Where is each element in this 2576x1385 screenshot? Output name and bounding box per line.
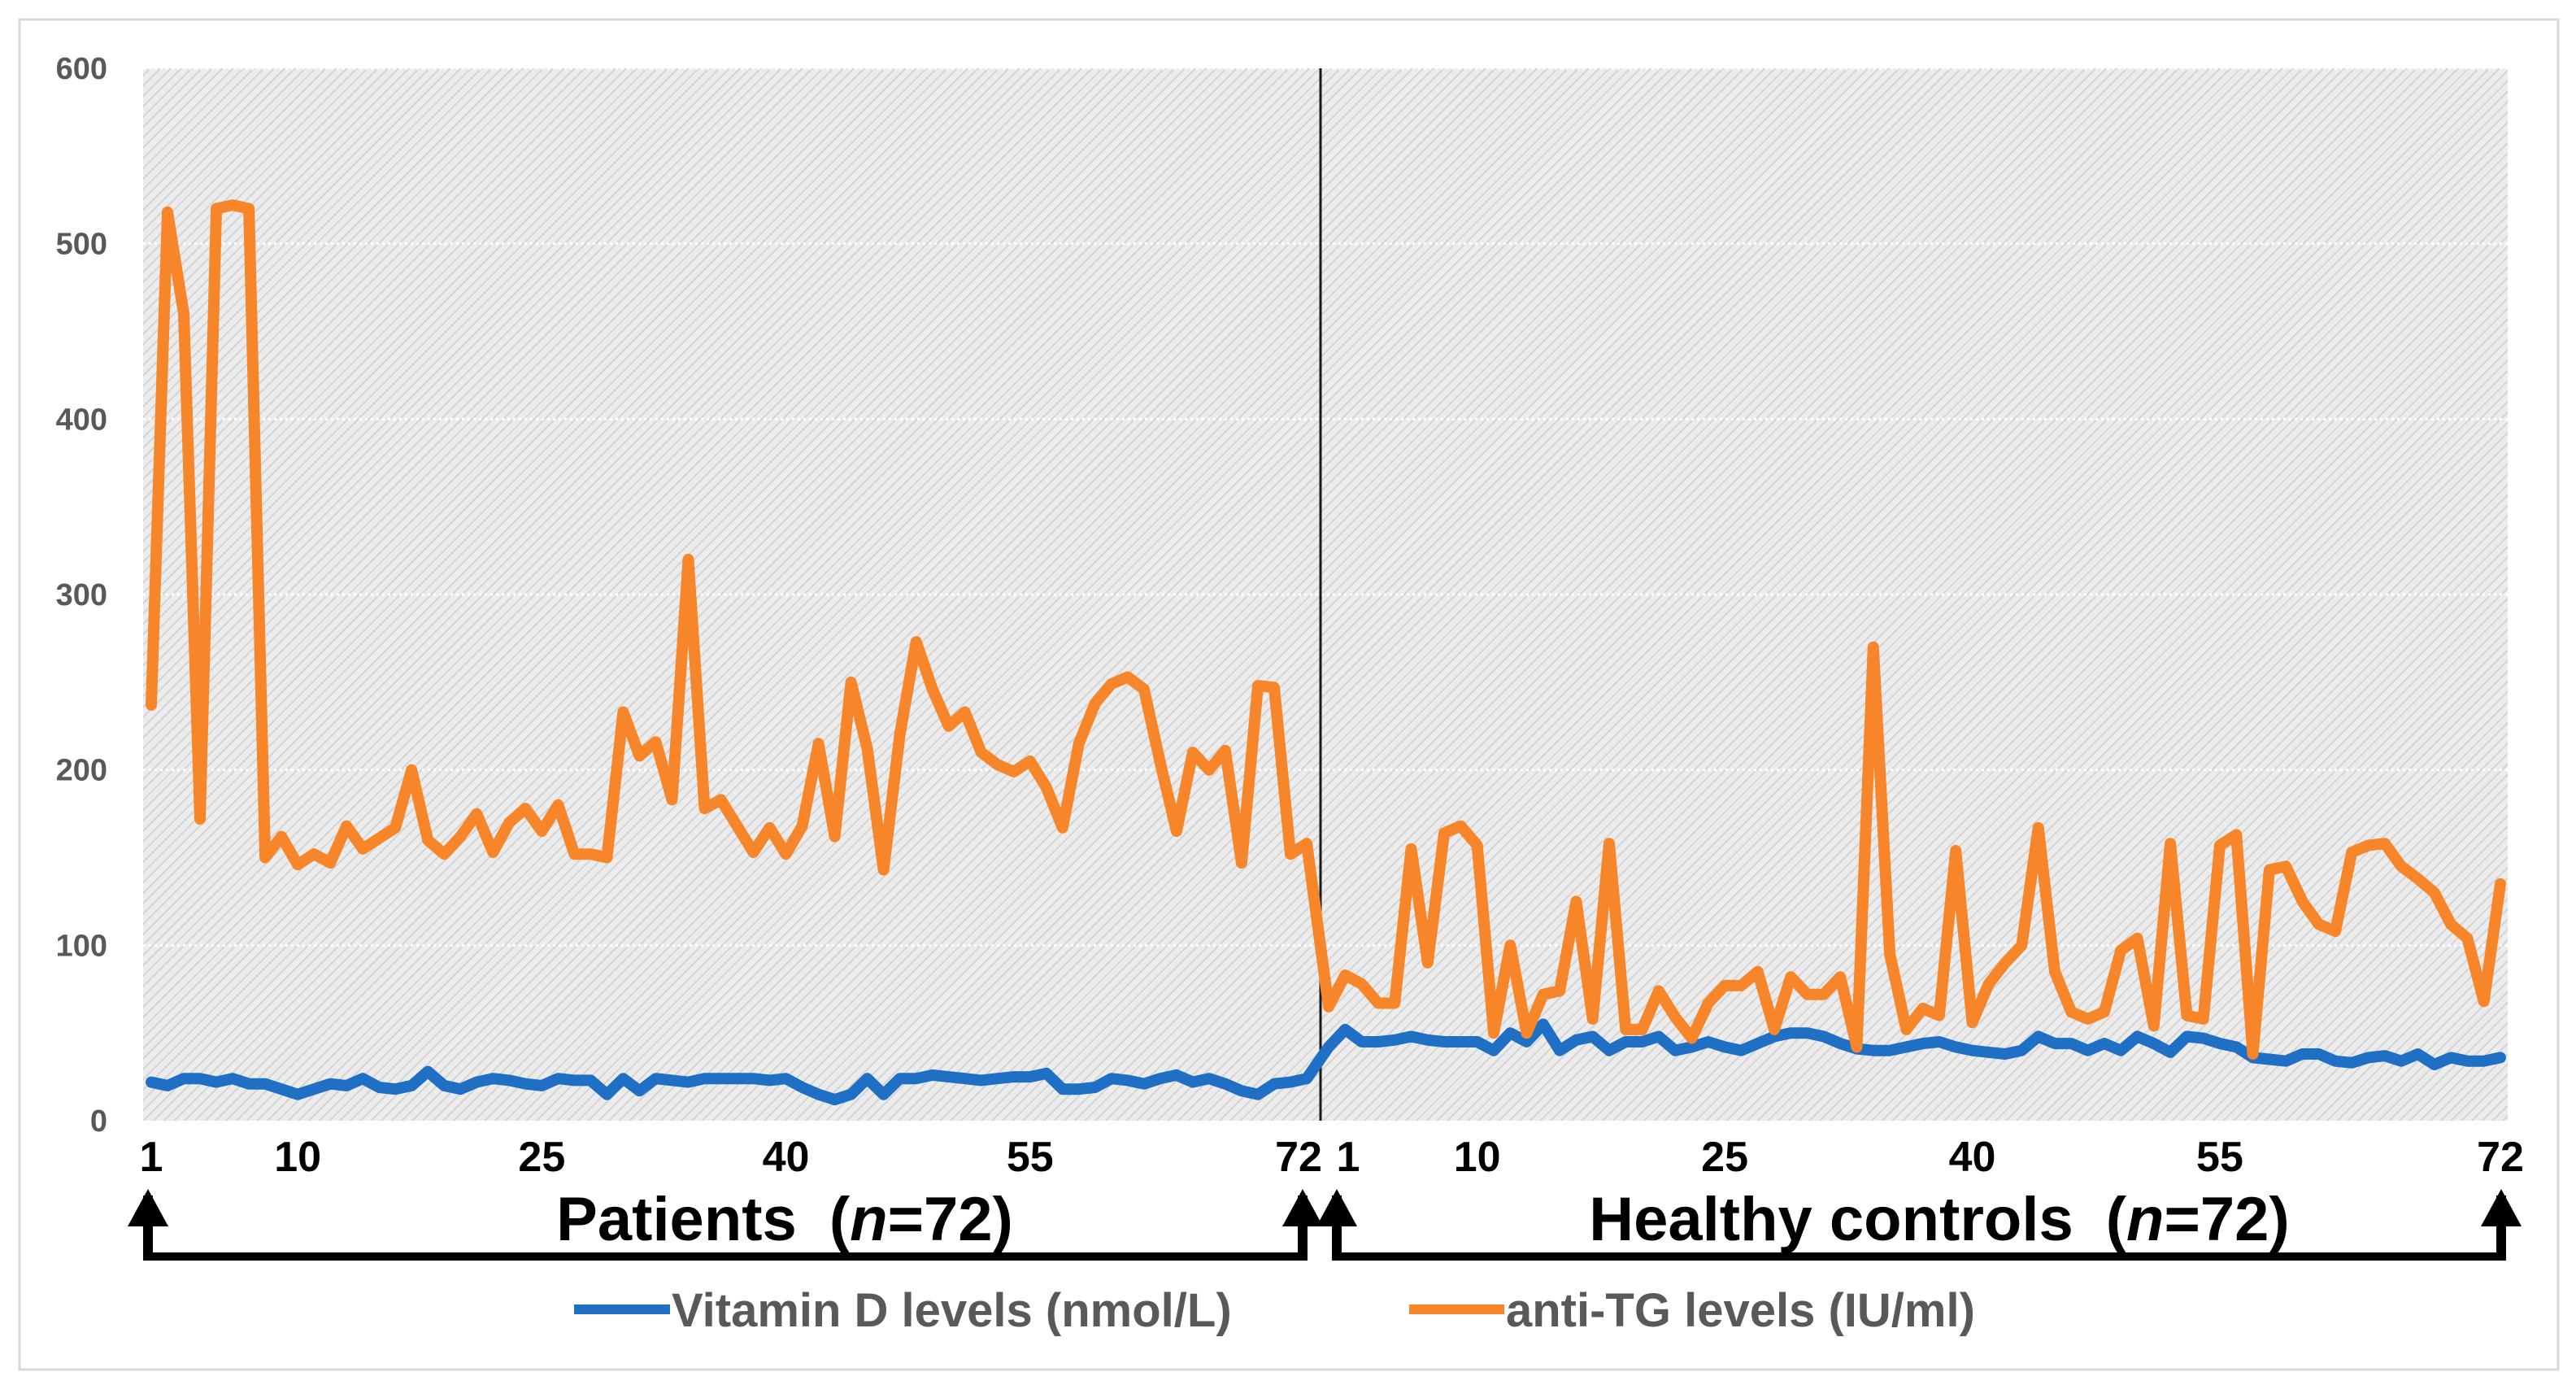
series-line-vitamin-d: [146, 1018, 2506, 1106]
x-tick-label-patients-25: 25: [518, 1134, 565, 1181]
patients-bracket: [128, 1189, 1323, 1261]
controls-bracket: [1316, 1189, 2522, 1261]
patients-label: Patients (n=72): [556, 1185, 1013, 1254]
x-tick-label-controls-55: 55: [2196, 1134, 2243, 1181]
legend-label-vitamin-d: Vitamin D levels (nmol/L): [672, 1284, 1232, 1337]
y-tick-label-400: 400: [56, 403, 107, 437]
x-tick-label-patients-10: 10: [274, 1134, 321, 1181]
y-tick-label-500: 500: [56, 228, 107, 262]
series-lines: [146, 199, 2506, 1106]
y-tick-label-600: 600: [56, 52, 107, 86]
y-tick-label-0: 0: [90, 1104, 107, 1139]
y-tick-label-300: 300: [56, 578, 107, 612]
arrow-up-icon: [2481, 1189, 2522, 1226]
arrow-up-icon: [128, 1189, 168, 1226]
series-line-anti-tg: [146, 199, 2506, 1060]
x-tick-label-patients-55: 55: [1007, 1134, 1054, 1181]
legend: Vitamin D levels (nmol/L) anti-TG levels…: [574, 1284, 1975, 1337]
legend-label-anti-tg: anti-TG levels (IU/ml): [1506, 1284, 1975, 1337]
x-tick-label-controls-10: 10: [1454, 1134, 1501, 1181]
x-tick-label-controls-1: 1: [1337, 1134, 1360, 1181]
y-axis: 0 100 200 300 400 500 600: [56, 52, 107, 1139]
controls-label: Healthy controls (n=72): [1589, 1185, 2289, 1254]
y-tick-label-100: 100: [56, 929, 107, 963]
arrow-up-icon: [1282, 1189, 1323, 1226]
y-tick-label-200: 200: [56, 754, 107, 788]
arrow-up-icon: [1316, 1189, 1357, 1226]
x-tick-label-patients-1: 1: [140, 1134, 163, 1181]
x-tick-label-patients-72: 72: [1275, 1134, 1322, 1181]
x-axis: 1 10 25 40 55 72 1 10 25 40 55 72: [140, 1134, 2524, 1181]
gridlines: [143, 67, 2508, 947]
x-tick-label-patients-40: 40: [763, 1134, 810, 1181]
x-tick-label-controls-72: 72: [2477, 1134, 2524, 1181]
x-tick-label-controls-25: 25: [1701, 1134, 1748, 1181]
x-tick-label-controls-40: 40: [1949, 1134, 1996, 1181]
